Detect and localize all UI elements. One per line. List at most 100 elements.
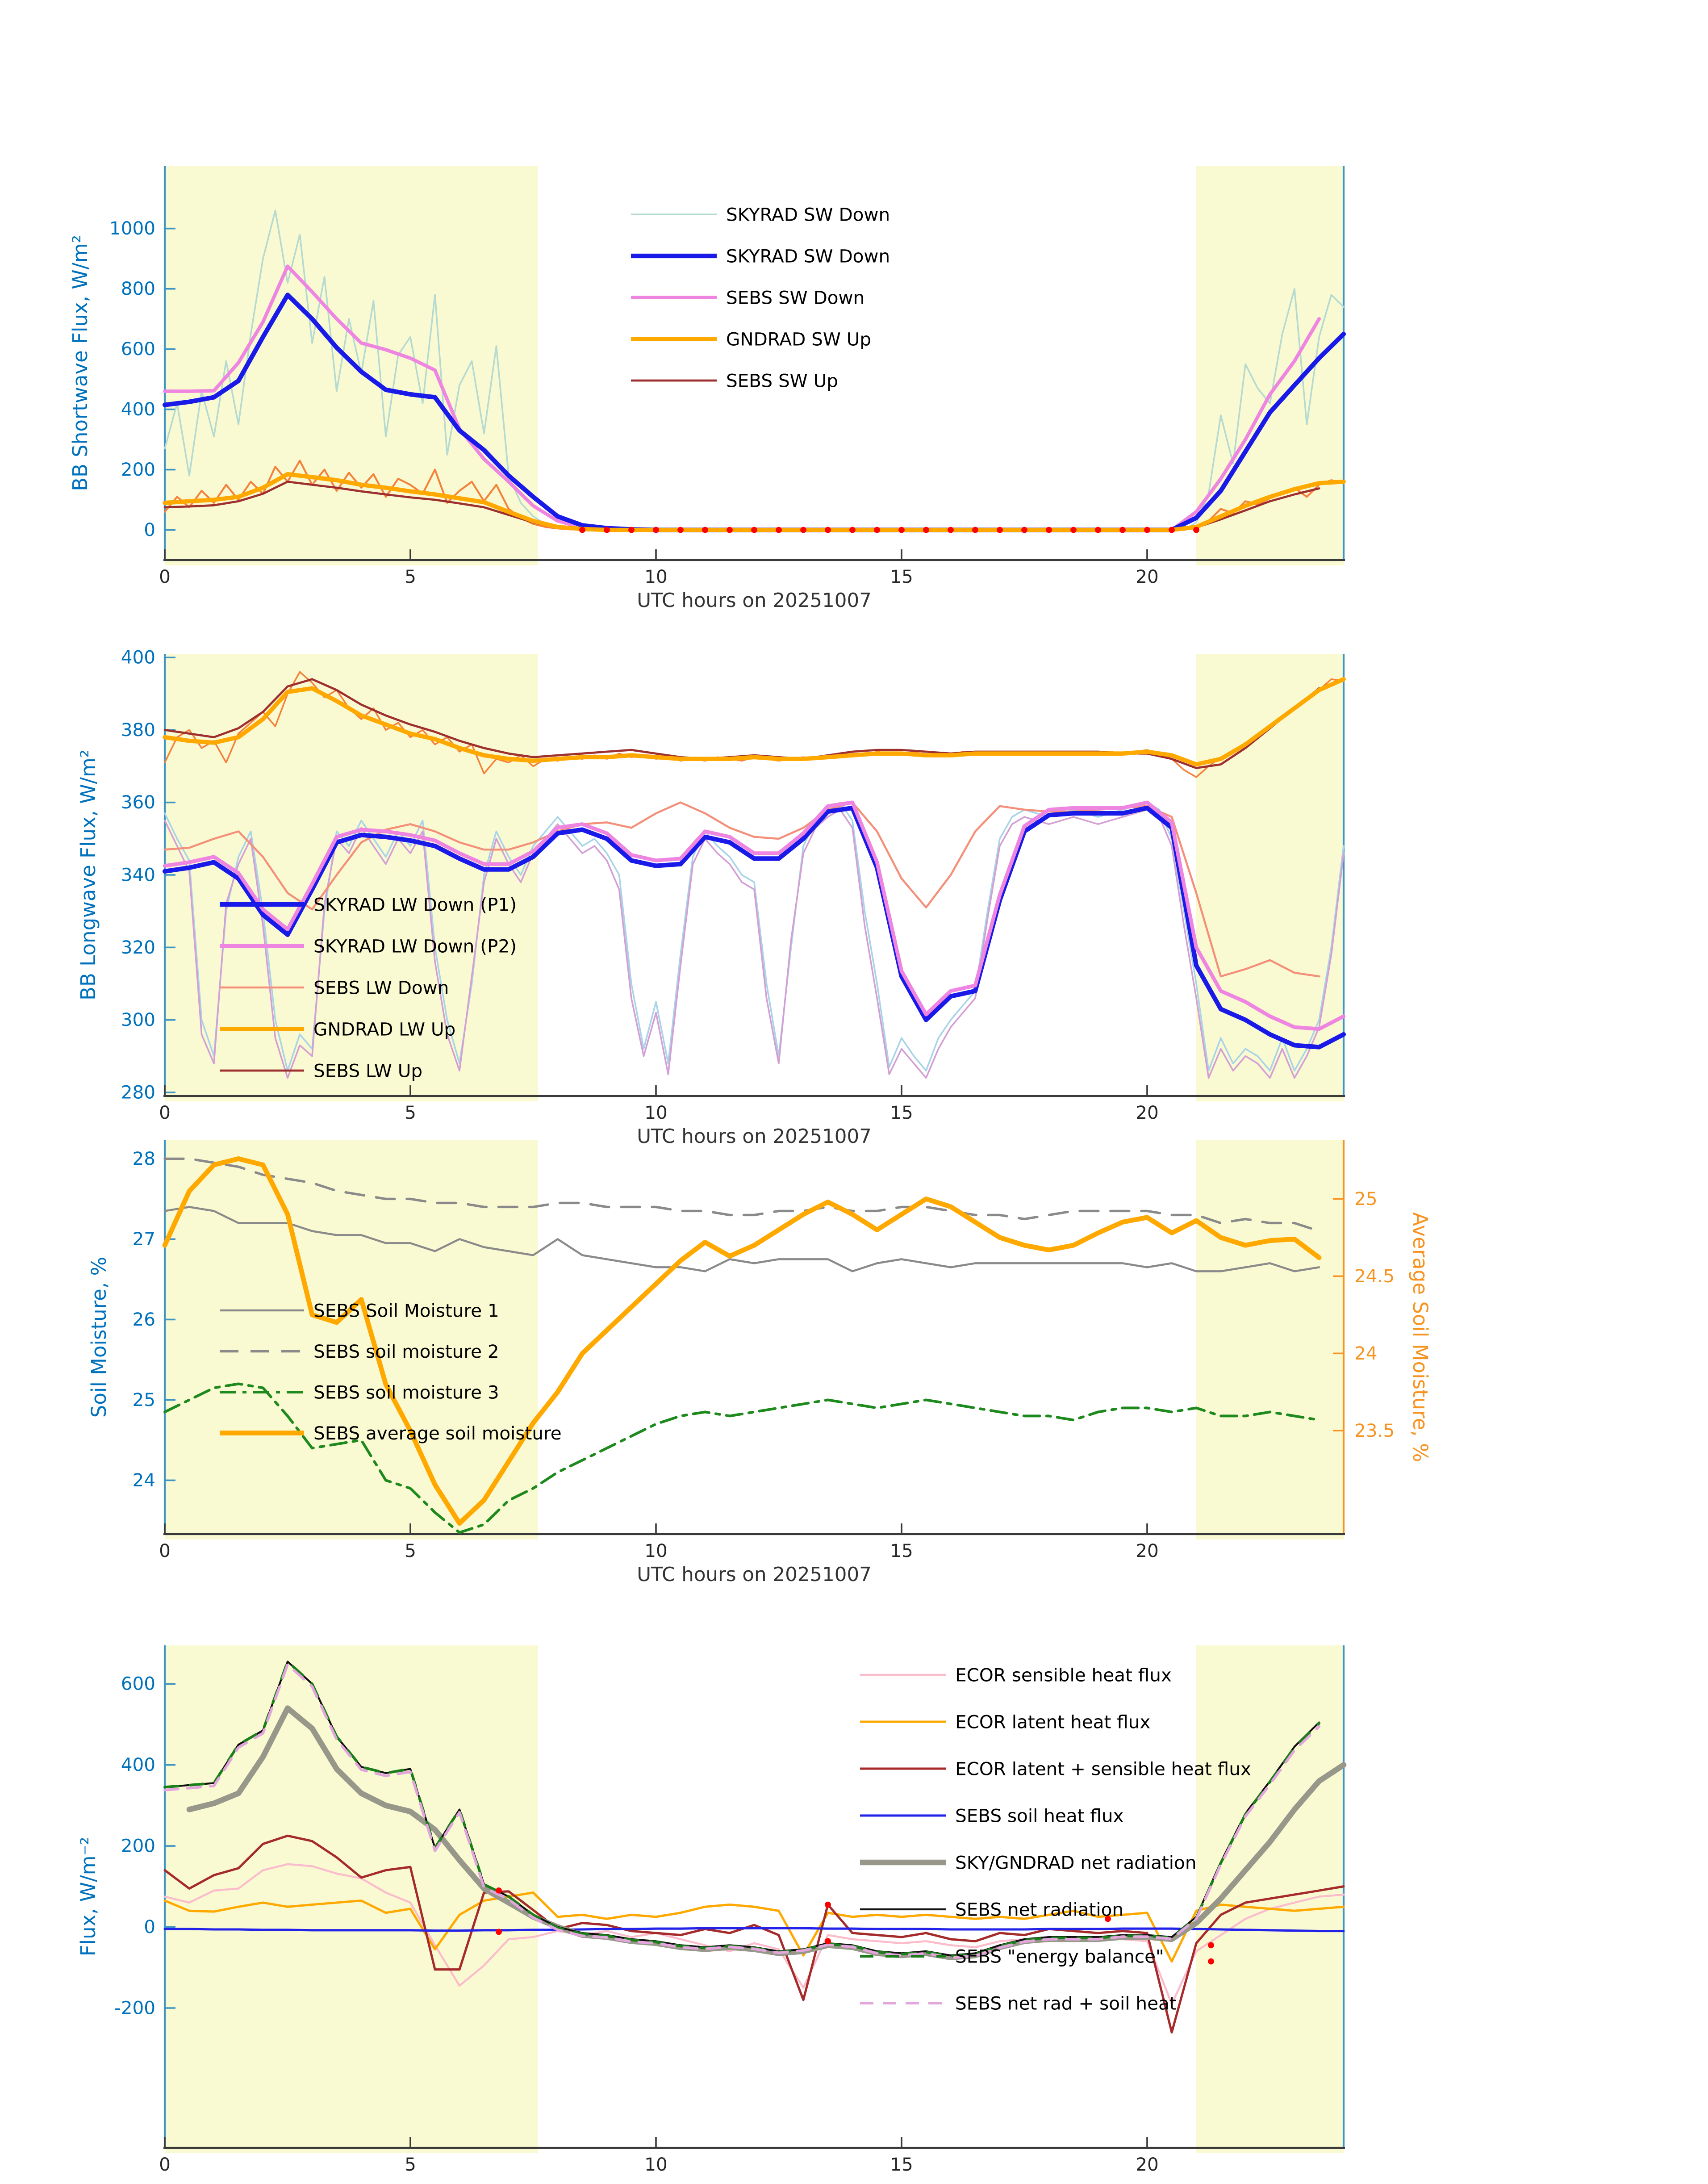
svg-text:SKY/GNDRAD net radiation: SKY/GNDRAD net radiation <box>955 1852 1197 1873</box>
svg-text:15: 15 <box>890 1102 913 1123</box>
svg-text:24: 24 <box>132 1469 155 1491</box>
svg-text:GNDRAD SW Up: GNDRAD SW Up <box>726 328 871 350</box>
panel-bb-shortwave: 0 200 400 600 800 1000 0 5 10 15 20 UTC hours on 20… <box>68 166 1346 612</box>
svg-text:UTC hours on 20251007: UTC hours on 20251007 <box>637 590 872 612</box>
qc-dot <box>997 527 1003 533</box>
svg-text:27: 27 <box>132 1228 155 1250</box>
svg-text:24: 24 <box>1354 1343 1378 1364</box>
qc-dot <box>751 527 757 533</box>
qc-dot <box>1070 527 1077 533</box>
qc-dot <box>653 527 659 533</box>
svg-text:10: 10 <box>644 2154 668 2175</box>
svg-text:SEBS soil moisture 2: SEBS soil moisture 2 <box>313 1341 499 1362</box>
svg-text:20: 20 <box>1136 1540 1159 1561</box>
qc-dot <box>825 1938 831 1945</box>
qc-marker-dots <box>496 1887 1214 1965</box>
svg-text:-200: -200 <box>114 1997 155 2018</box>
qc-marker-dots <box>579 527 1199 533</box>
svg-text:0: 0 <box>144 519 155 540</box>
svg-text:26: 26 <box>132 1309 155 1330</box>
qc-dot <box>1208 1942 1214 1949</box>
svg-text:0: 0 <box>159 1540 171 1561</box>
svg-text:20: 20 <box>1136 1102 1159 1123</box>
svg-text:SEBS LW Up: SEBS LW Up <box>313 1060 422 1081</box>
qc-dot <box>948 527 954 533</box>
qc-dot <box>923 527 929 533</box>
svg-text:20: 20 <box>1136 2154 1159 2175</box>
svg-text:400: 400 <box>121 647 155 668</box>
svg-text:200: 200 <box>121 1835 155 1857</box>
svg-text:600: 600 <box>121 338 155 360</box>
svg-text:10: 10 <box>644 566 668 587</box>
svg-text:10: 10 <box>644 1540 668 1561</box>
svg-text:23.5: 23.5 <box>1354 1420 1395 1441</box>
panel-soil-moisture: 24 25 26 27 28 23.5 24 24.5 25 Average Soil Moist… <box>87 1140 1432 1586</box>
svg-text:1000: 1000 <box>109 218 155 239</box>
qc-dot <box>604 527 610 533</box>
svg-text:200: 200 <box>121 459 155 480</box>
legend: SKYRAD LW Down (P1) SKYRAD LW Down (P2) SE… <box>220 894 517 1081</box>
qc-dot <box>1105 1916 1111 1922</box>
svg-text:SEBS net rad + soil heat: SEBS net rad + soil heat <box>955 1992 1177 2014</box>
qc-dot <box>1208 1958 1214 1965</box>
series-sebs_net <box>163 1661 1320 1957</box>
svg-text:Flux, W/m⁻²: Flux, W/m⁻² <box>76 1837 100 1956</box>
svg-text:15: 15 <box>890 2154 913 2175</box>
svg-text:5: 5 <box>405 566 416 587</box>
svg-text:SEBS SW Up: SEBS SW Up <box>726 370 838 391</box>
svg-text:ECOR latent + sensible heat fl: ECOR latent + sensible heat flux <box>955 1758 1251 1779</box>
svg-text:SEBS soil moisture 3: SEBS soil moisture 3 <box>313 1381 499 1403</box>
svg-text:0: 0 <box>144 1916 155 1937</box>
svg-text:Average Soil Moisture, %: Average Soil Moisture, % <box>1408 1212 1432 1462</box>
svg-text:10: 10 <box>644 1102 668 1123</box>
svg-text:SEBS SW Down: SEBS SW Down <box>726 287 864 308</box>
svg-text:0: 0 <box>159 1102 171 1123</box>
svg-text:0: 0 <box>159 566 171 587</box>
svg-text:UTC hours on 20251007: UTC hours on 20251007 <box>637 1125 872 1148</box>
qc-dot <box>1021 527 1027 533</box>
svg-text:800: 800 <box>121 278 155 299</box>
axes: 0 200 400 600 800 1000 0 5 10 15 20 UTC hours on 20… <box>68 166 1345 612</box>
qc-dot <box>1046 527 1052 533</box>
svg-text:ECOR sensible heat flux: ECOR sensible heat flux <box>955 1664 1172 1686</box>
svg-text:SKYRAD LW Down (P2): SKYRAD LW Down (P2) <box>313 935 517 957</box>
series-ecor_ls <box>163 1834 1345 2033</box>
svg-text:25: 25 <box>132 1389 155 1410</box>
axes: 280 300 320 340 360 380 400 0 5 10 15 20 UTC hours o… <box>76 647 1345 1148</box>
series-soil_heat <box>163 1927 1345 1933</box>
svg-text:GNDRAD LW Up: GNDRAD LW Up <box>313 1018 455 1040</box>
svg-text:400: 400 <box>121 1754 155 1775</box>
svg-text:BB Longwave Flux, W/m²: BB Longwave Flux, W/m² <box>76 749 100 1000</box>
axes: 24 25 26 27 28 23.5 24 24.5 25 Average Soil Moist… <box>87 1140 1432 1586</box>
qc-dot <box>972 527 978 533</box>
qc-dot <box>874 527 880 533</box>
qc-dot <box>496 1929 502 1935</box>
svg-text:Soil Moisture, %: Soil Moisture, % <box>87 1257 111 1418</box>
svg-text:5: 5 <box>405 2154 416 2175</box>
svg-text:UTC hours on 20251007: UTC hours on 20251007 <box>637 1564 872 1586</box>
series-p1_down <box>162 805 1346 1050</box>
qc-dot <box>496 1887 502 1894</box>
svg-text:24.5: 24.5 <box>1354 1265 1395 1287</box>
panel-flux: -200020040060005101520UTC hours on 20251… <box>76 1645 1347 2184</box>
qc-dot <box>849 527 856 533</box>
svg-text:SKYRAD SW Down: SKYRAD SW Down <box>726 245 890 267</box>
svg-text:15: 15 <box>890 566 913 587</box>
series-gnd_lw_up <box>163 677 1346 767</box>
qc-dot <box>1193 527 1199 533</box>
qc-dot <box>825 527 831 533</box>
legend: SKYRAD SW Down SKYRAD SW Down SEBS SW Down… <box>631 204 890 391</box>
qc-dot <box>702 527 708 533</box>
night-shading <box>165 1140 1344 1540</box>
legend: SEBS Soil Moisture 1 SEBS soil moisture 2… <box>220 1300 562 1444</box>
svg-text:25: 25 <box>1354 1188 1378 1209</box>
qc-dot <box>727 527 733 533</box>
series-sm3 <box>163 1382 1321 1534</box>
series <box>163 1660 1347 2033</box>
svg-text:340: 340 <box>121 864 155 886</box>
svg-text:SEBS average soil moisture: SEBS average soil moisture <box>313 1423 562 1444</box>
svg-text:5: 5 <box>405 1102 416 1123</box>
qc-dot <box>628 527 635 533</box>
